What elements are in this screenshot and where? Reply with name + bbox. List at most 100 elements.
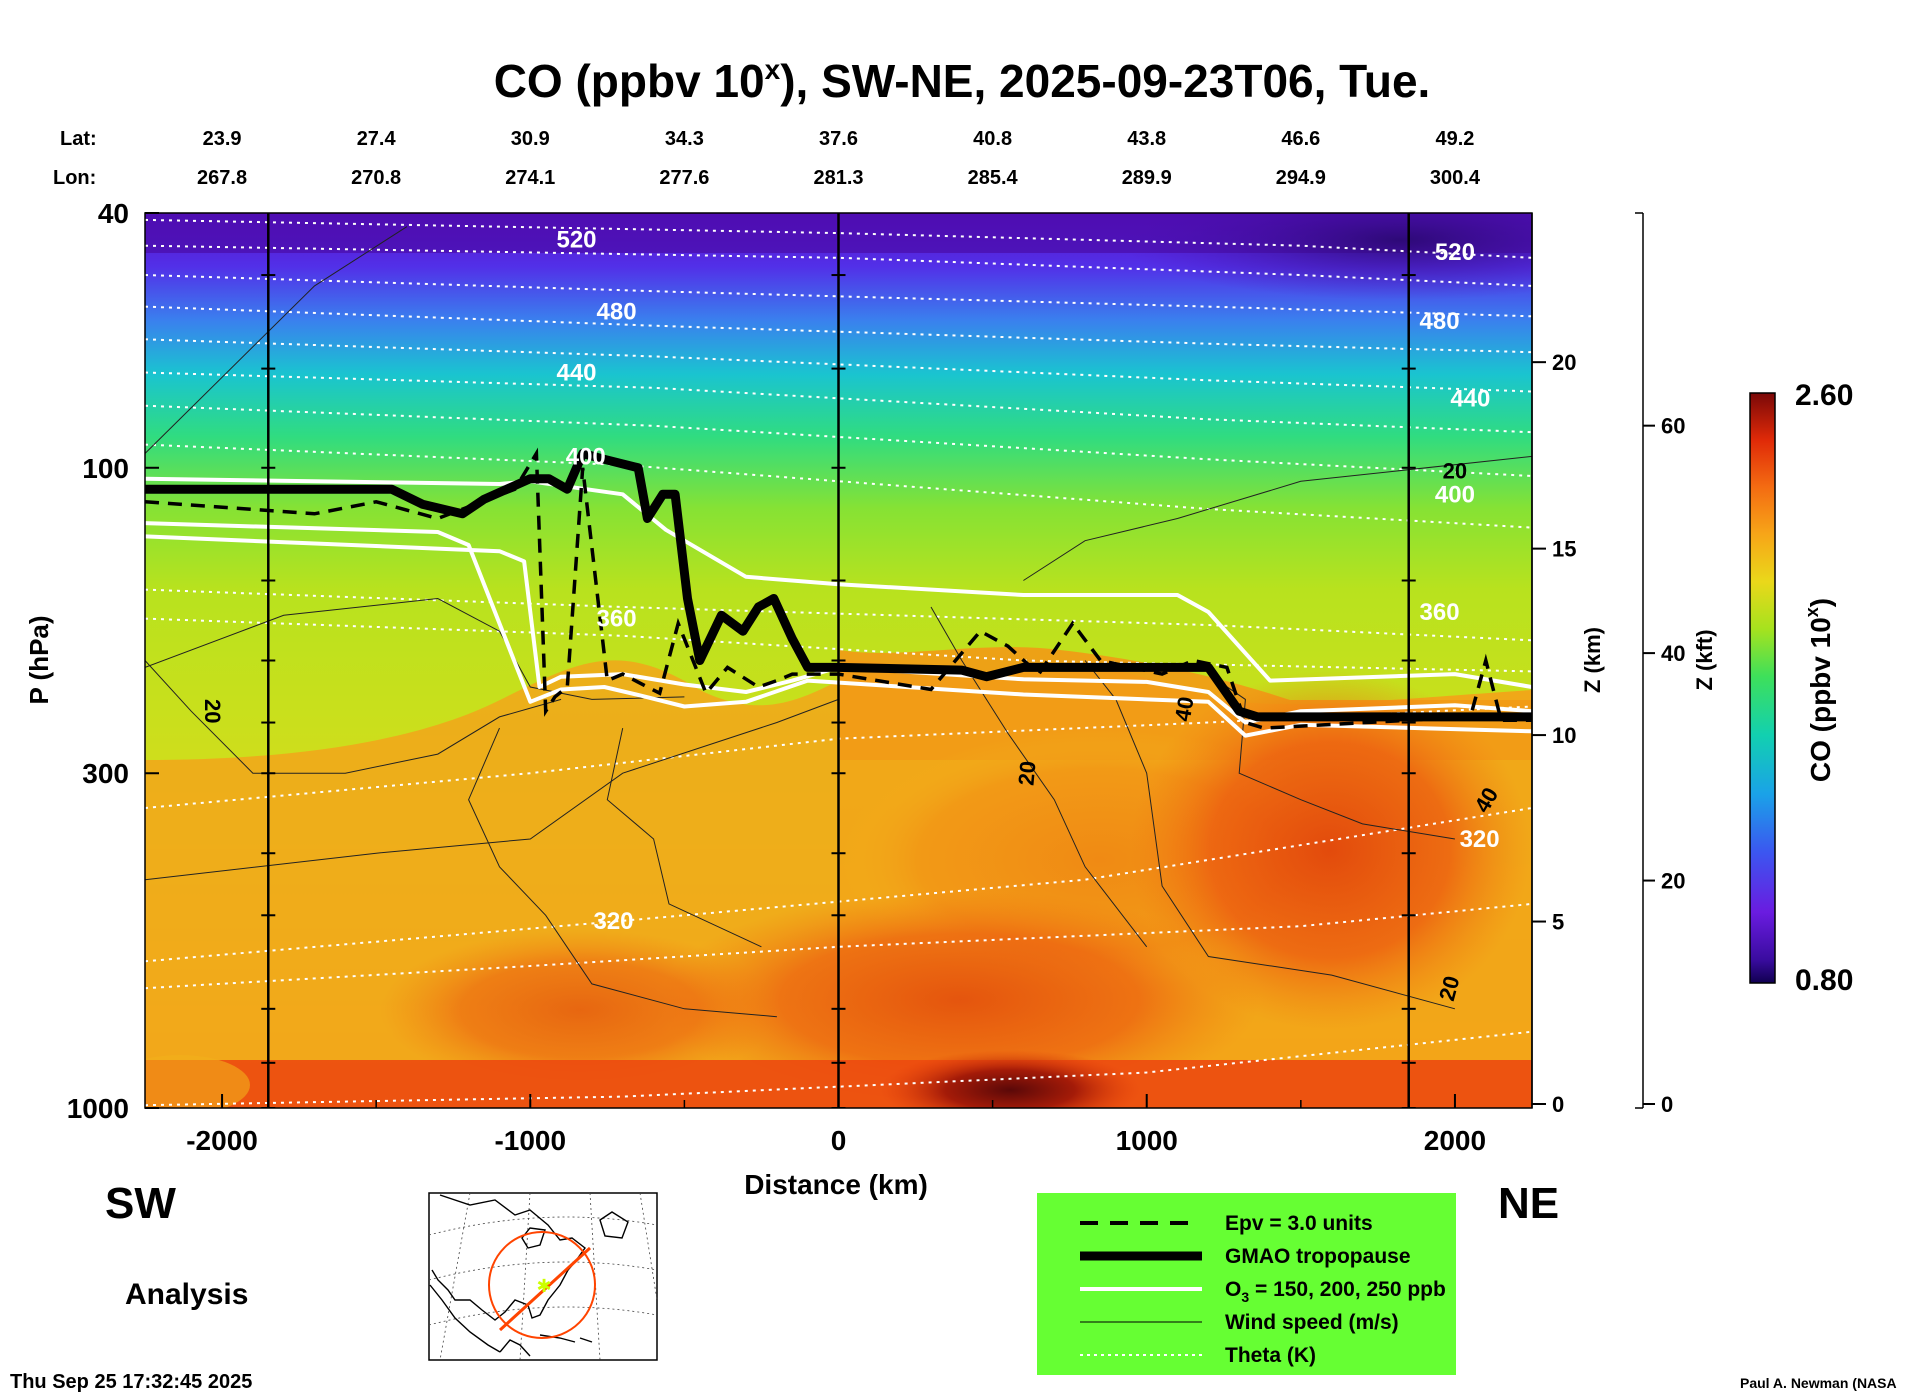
x-axis-label: Distance (km) (744, 1169, 928, 1200)
wind-contour (145, 226, 408, 454)
lat-value: 43.8 (1127, 128, 1166, 150)
z-km-tick-label: 10 (1552, 723, 1576, 748)
legend-label-wind: Wind speed (m/s) (1225, 1311, 1399, 1334)
x-axis: -2000 -1000 0 1000 2000 (186, 1094, 1486, 1156)
theta-contour (145, 588, 1532, 642)
ozone-contour (145, 521, 1532, 738)
lat-label: Lat: (60, 128, 97, 150)
lon-value: 274.1 (505, 167, 555, 189)
lat-value: 49.2 (1435, 128, 1474, 150)
legend-item-ozone: O3 = 150, 200, 250 ppb (1080, 1278, 1446, 1305)
theta-label: 320 (593, 908, 633, 935)
map-track-line (498, 1246, 592, 1332)
surface-min-west (145, 1055, 250, 1108)
title-superscript: x (765, 54, 781, 85)
lat-value: 46.6 (1281, 128, 1320, 150)
theta-label: 520 (556, 227, 596, 254)
credit: Paul A. Newman (NASA (1740, 1375, 1897, 1391)
co-blob-center (660, 890, 1260, 1108)
wind-label: 20 (1443, 459, 1467, 484)
x-tick-label: 0 (831, 1125, 847, 1156)
z-kft-axis: 0 20 40 60 (1635, 212, 1685, 1117)
theta-label: 400 (1435, 481, 1475, 508)
z-kft-tick-label: 60 (1661, 414, 1685, 439)
z-km-tick-label: 15 (1552, 537, 1576, 562)
lon-value: 289.9 (1122, 167, 1172, 189)
wind-label: 20 (1013, 760, 1040, 787)
legend-item-theta: Theta (K) (1080, 1344, 1316, 1367)
wind-contour (468, 727, 777, 1018)
y-tick-label: 300 (82, 758, 129, 789)
lon-value: 285.4 (968, 167, 1019, 189)
theta-contour (145, 244, 1532, 287)
theta-contour (145, 218, 1532, 259)
lon-value: 270.8 (351, 167, 401, 189)
lon-values: 267.8 270.8 274.1 277.6 281.3 285.4 289.9 294.9… (197, 167, 1481, 189)
theta-contour (145, 807, 1532, 963)
lat-value: 27.4 (357, 128, 397, 150)
lon-value: 277.6 (659, 167, 709, 189)
theta-contour (145, 274, 1532, 318)
x-tick-label: 1000 (1116, 1125, 1178, 1156)
lon-value: 300.4 (1430, 167, 1481, 189)
analysis-label: Analysis (125, 1278, 248, 1311)
co-blob-west-low (380, 930, 780, 1090)
theta-label: 440 (1450, 386, 1490, 413)
y-axis-pressure: 1000 300 100 40 (67, 198, 159, 1124)
lat-value: 37.6 (819, 128, 858, 150)
colorbar (1749, 392, 1776, 984)
lat-value: 23.9 (203, 128, 242, 150)
x-tick-label: -2000 (186, 1125, 258, 1156)
wind-contour (145, 597, 685, 700)
sw-label: SW (105, 1179, 176, 1228)
z-kft-tick-label: 20 (1661, 869, 1685, 894)
theta-contour (145, 404, 1532, 477)
z-kft-label: Z (kft) (1692, 629, 1717, 690)
theta-contour (145, 305, 1532, 354)
legend-label-ozone: O3 = 150, 200, 250 ppb (1225, 1278, 1446, 1305)
upper-right-low-co (1120, 213, 1532, 300)
legend-label-tropopause: GMAO tropopause (1225, 1245, 1411, 1268)
legend-label-theta: Theta (K) (1225, 1344, 1316, 1367)
inset-map: ✱ (428, 1192, 658, 1361)
lon-value: 281.3 (813, 167, 863, 189)
y-tick-label: 40 (98, 198, 129, 229)
theta-label: 440 (556, 360, 596, 387)
lon-value: 294.9 (1276, 167, 1326, 189)
chart-title: CO (ppbv 10x), SW-NE, 2025-09-23T06, Tue… (494, 54, 1431, 107)
legend: Epv = 3.0 units GMAO tropopause O3 = 150… (1037, 1193, 1456, 1375)
wind-contour (1208, 673, 1455, 840)
timestamp: Thu Sep 25 17:32:45 2025 (10, 1371, 252, 1393)
z-km-tick-label: 5 (1552, 910, 1564, 935)
colorbar-min-label: 0.80 (1795, 964, 1853, 997)
z-kft-tick-label: 0 (1661, 1092, 1673, 1117)
theta-label: 400 (566, 443, 606, 470)
theta-label: 360 (597, 606, 637, 633)
legend-item-wind: Wind speed (m/s) (1080, 1311, 1399, 1334)
lat-value: 40.8 (973, 128, 1012, 150)
legend-box (1037, 1193, 1456, 1375)
theta-label: 520 (1435, 239, 1475, 266)
z-km-tick-label: 20 (1552, 350, 1576, 375)
legend-item-epv: Epv = 3.0 units (1080, 1212, 1373, 1235)
theta-label: 360 (1420, 599, 1460, 626)
legend-item-tropopause: GMAO tropopause (1080, 1245, 1411, 1268)
ne-label: NE (1498, 1179, 1559, 1228)
lon-label: Lon: (53, 167, 96, 189)
wind-label: 40 (1170, 695, 1199, 723)
wind-contour (1023, 455, 1532, 581)
colorbar-max-label: 2.60 (1795, 379, 1853, 412)
y-axis-label: P (hPa) (24, 615, 54, 704)
theta-label: 320 (1460, 826, 1500, 853)
lat-value: 34.3 (665, 128, 704, 150)
theta-contour (145, 902, 1532, 990)
lat-value: 30.9 (511, 128, 550, 150)
theta-contour (145, 371, 1532, 434)
surface-max (880, 1050, 1140, 1108)
wind-contour (145, 660, 562, 774)
wind-contour (145, 698, 839, 881)
wind-contour (606, 727, 762, 948)
tropopause-line (145, 449, 1532, 722)
lon-value: 267.8 (197, 167, 247, 189)
